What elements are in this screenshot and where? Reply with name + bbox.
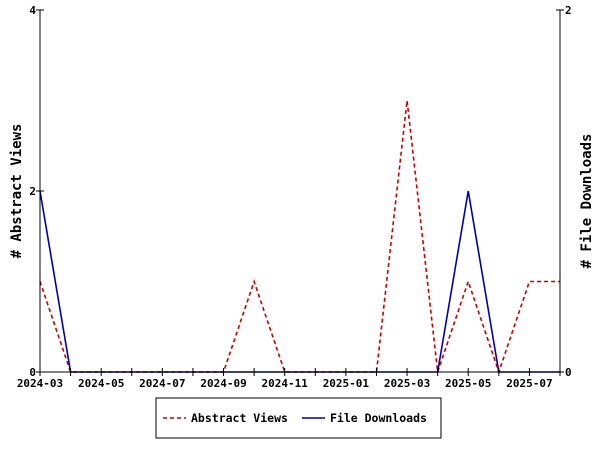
axes: 2024-03 2024-05 2024-07 2024-09 2024-11 2025-… xyxy=(17,4,572,390)
x-tick-label: 2024-03 xyxy=(17,377,63,390)
legend-box xyxy=(155,397,442,439)
x-tick-label: 2024-07 xyxy=(139,377,185,390)
x-tick-label: 2024-09 xyxy=(200,377,246,390)
x-tick-label: 2025-03 xyxy=(384,377,430,390)
y-tick-label: 0 xyxy=(29,366,36,379)
y2-axis-title: # File Downloads xyxy=(579,134,595,269)
x-tick-label: 2024-11 xyxy=(262,377,309,390)
x-tick-label: 2025-05 xyxy=(445,377,491,390)
legend: Abstract Views File Downloads xyxy=(155,397,442,439)
legend-label-abstract-views: Abstract Views xyxy=(191,411,288,425)
y-tick-label: 4 xyxy=(29,4,36,17)
x-tick-label: 2025-01 xyxy=(323,377,370,390)
y-tick-label: 2 xyxy=(29,185,36,198)
legend-label-file-downloads: File Downloads xyxy=(330,411,427,425)
x-tick-label: 2025-07 xyxy=(506,377,552,390)
x-tick-label: 2024-05 xyxy=(78,377,124,390)
y2-tick-label: 2 xyxy=(565,4,572,17)
y2-tick-label: 0 xyxy=(565,366,572,379)
y-axis-title: # Abstract Views xyxy=(9,124,25,259)
